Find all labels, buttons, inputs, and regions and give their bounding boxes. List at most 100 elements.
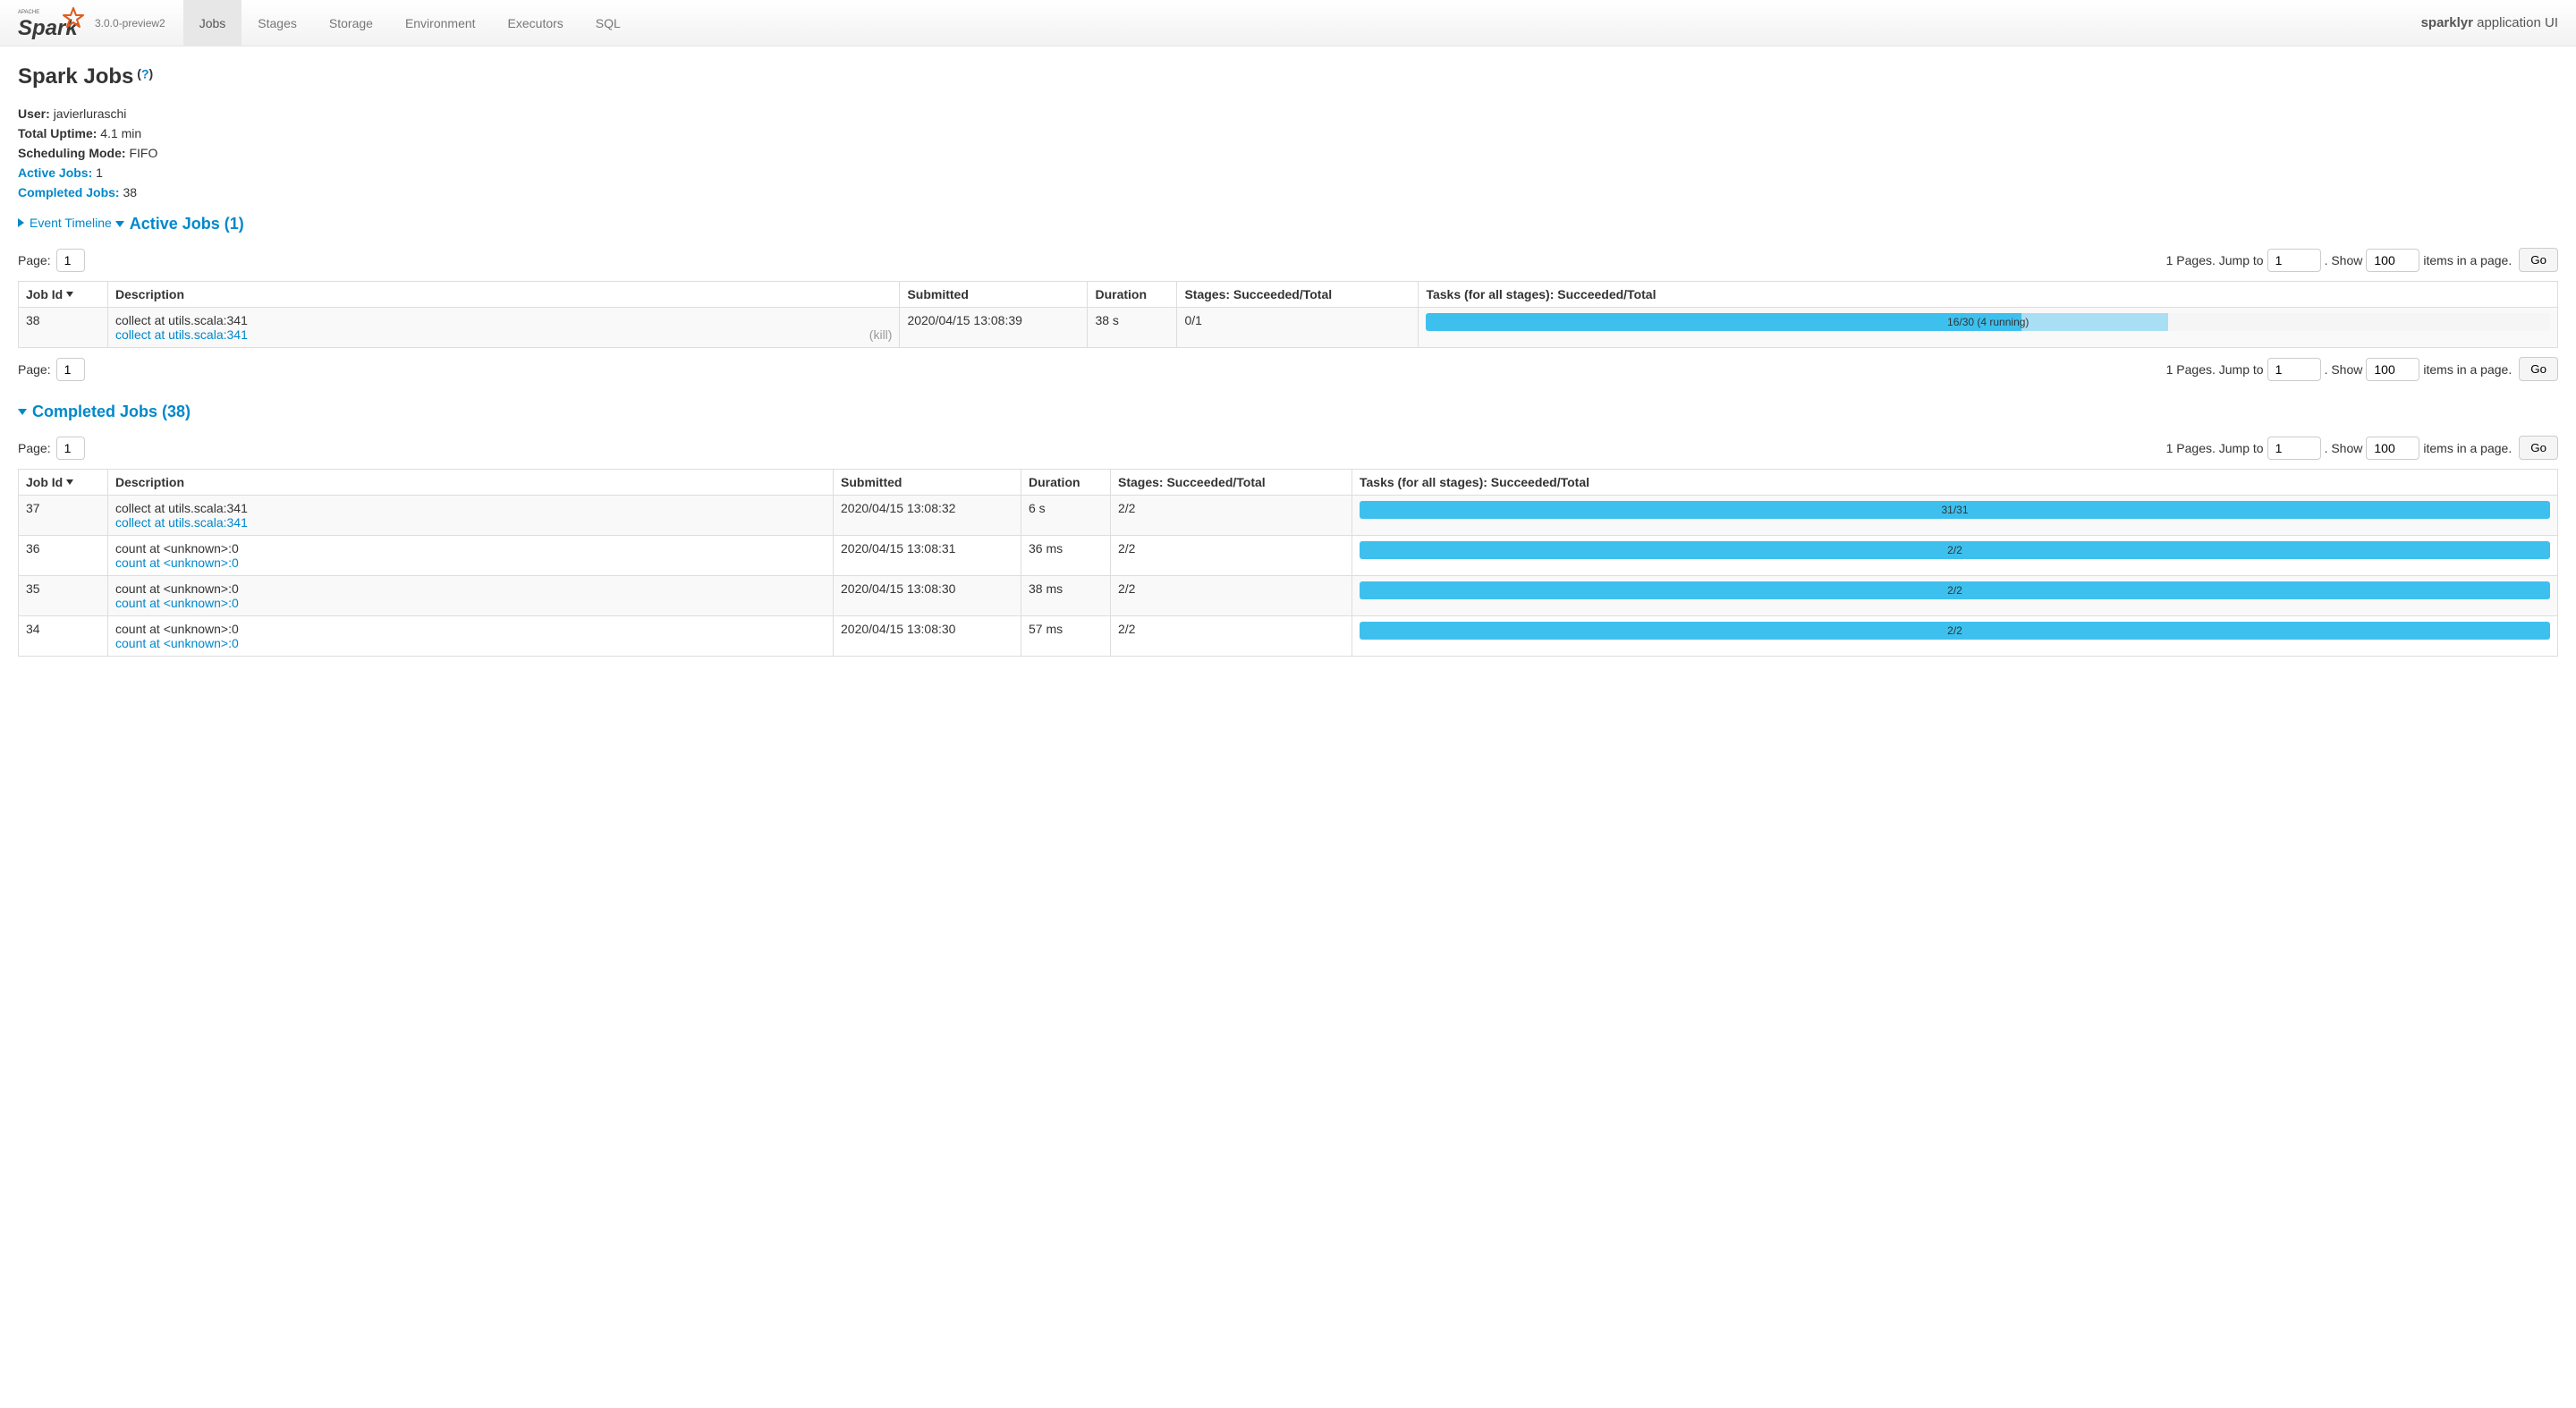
spark-brand[interactable]: APACHE Spark 3.0.0-preview2 (18, 6, 165, 40)
job-link[interactable]: count at <unknown>:0 (115, 596, 239, 610)
nav-tab-stages[interactable]: Stages (242, 0, 313, 46)
nav-tabs: JobsStagesStorageEnvironmentExecutorsSQL (183, 0, 637, 46)
summary-user: User: javierluraschi (18, 104, 2558, 123)
nav-tab-storage[interactable]: Storage (313, 0, 389, 46)
summary-scheduling: Scheduling Mode: FIFO (18, 143, 2558, 163)
main-content: Spark Jobs ? User: javierluraschi Total … (0, 47, 2576, 674)
help-icon[interactable]: ? (137, 66, 153, 81)
page-title: Spark Jobs (18, 64, 133, 89)
col-description[interactable]: Description (108, 470, 834, 496)
nav-tab-executors[interactable]: Executors (492, 0, 580, 46)
table-row: 35count at <unknown>:0count at <unknown>… (19, 576, 2558, 616)
cell-tasks: 2/2 (1352, 616, 2558, 657)
jump-input[interactable] (2267, 358, 2321, 381)
cell-description: collect at utils.scala:341collect at uti… (108, 308, 900, 348)
table-row: 34count at <unknown>:0count at <unknown>… (19, 616, 2558, 657)
spark-version: 3.0.0-preview2 (95, 17, 165, 30)
col-stages[interactable]: Stages: Succeeded/Total (1177, 282, 1419, 308)
cell-stages: 2/2 (1111, 496, 1352, 536)
go-button[interactable]: Go (2519, 436, 2558, 460)
col-stages[interactable]: Stages: Succeeded/Total (1111, 470, 1352, 496)
cell-jobid: 34 (19, 616, 108, 657)
completed-jobs-tbody: 37collect at utils.scala:341collect at u… (19, 496, 2558, 657)
cell-submitted: 2020/04/15 13:08:32 (834, 496, 1021, 536)
col-jobid[interactable]: Job Id (19, 470, 108, 496)
progress-bar: 2/2 (1360, 622, 2550, 640)
navbar: APACHE Spark 3.0.0-preview2 JobsStagesSt… (0, 0, 2576, 47)
cell-duration: 6 s (1021, 496, 1111, 536)
completed-jobs-toggle[interactable]: Completed Jobs (38) (18, 403, 191, 421)
go-button[interactable]: Go (2519, 357, 2558, 381)
cell-jobid: 38 (19, 308, 108, 348)
cell-tasks: 16/30 (4 running) (1419, 308, 2558, 348)
cell-description: count at <unknown>:0count at <unknown>:0 (108, 536, 834, 576)
show-input[interactable] (2366, 249, 2419, 272)
nav-tab-environment[interactable]: Environment (389, 0, 492, 46)
progress-bar: 2/2 (1360, 581, 2550, 599)
jump-input[interactable] (2267, 249, 2321, 272)
cell-submitted: 2020/04/15 13:08:31 (834, 536, 1021, 576)
cell-submitted: 2020/04/15 13:08:30 (834, 616, 1021, 657)
active-jobs-table: Job Id Description Submitted Duration St… (18, 281, 2558, 348)
col-description[interactable]: Description (108, 282, 900, 308)
cell-submitted: 2020/04/15 13:08:39 (900, 308, 1088, 348)
job-summary-list: User: javierluraschi Total Uptime: 4.1 m… (18, 104, 2558, 202)
cell-jobid: 37 (19, 496, 108, 536)
cell-description: collect at utils.scala:341collect at uti… (108, 496, 834, 536)
cell-tasks: 31/31 (1352, 496, 2558, 536)
table-row: 37collect at utils.scala:341collect at u… (19, 496, 2558, 536)
col-duration[interactable]: Duration (1088, 282, 1177, 308)
col-submitted[interactable]: Submitted (900, 282, 1088, 308)
job-link[interactable]: collect at utils.scala:341 (115, 515, 248, 530)
arrow-down-icon (115, 221, 124, 227)
cell-jobid: 36 (19, 536, 108, 576)
progress-bar: 31/31 (1360, 501, 2550, 519)
col-submitted[interactable]: Submitted (834, 470, 1021, 496)
pagination-active-bottom: Page: 1 Pages. Jump to . Show items in a… (18, 357, 2558, 381)
svg-text:APACHE: APACHE (18, 10, 39, 15)
cell-description: count at <unknown>:0count at <unknown>:0 (108, 616, 834, 657)
col-tasks[interactable]: Tasks (for all stages): Succeeded/Total (1419, 282, 2558, 308)
summary-uptime: Total Uptime: 4.1 min (18, 123, 2558, 143)
table-row: 36count at <unknown>:0count at <unknown>… (19, 536, 2558, 576)
event-timeline-toggle[interactable]: Event Timeline (18, 216, 112, 230)
cell-stages: 0/1 (1177, 308, 1419, 348)
sort-arrow-icon (66, 479, 73, 485)
table-row: 38collect at utils.scala:341collect at u… (19, 308, 2558, 348)
app-name: sparklyr application UI (2421, 15, 2558, 30)
show-input[interactable] (2366, 358, 2419, 381)
active-jobs-tbody: 38collect at utils.scala:341collect at u… (19, 308, 2558, 348)
arrow-right-icon (18, 218, 24, 227)
show-input[interactable] (2366, 437, 2419, 460)
summary-active: Active Jobs: 1 (18, 163, 2558, 182)
cell-jobid: 35 (19, 576, 108, 616)
page-input[interactable] (56, 249, 85, 272)
nav-tab-jobs[interactable]: Jobs (183, 0, 242, 46)
completed-jobs-table: Job Id Description Submitted Duration St… (18, 469, 2558, 657)
col-jobid[interactable]: Job Id (19, 282, 108, 308)
kill-link[interactable]: (kill) (869, 327, 893, 342)
cell-duration: 57 ms (1021, 616, 1111, 657)
col-duration[interactable]: Duration (1021, 470, 1111, 496)
cell-duration: 38 s (1088, 308, 1177, 348)
sort-arrow-icon (66, 292, 73, 297)
cell-submitted: 2020/04/15 13:08:30 (834, 576, 1021, 616)
summary-completed: Completed Jobs: 38 (18, 182, 2558, 202)
job-link[interactable]: count at <unknown>:0 (115, 556, 239, 570)
pagination-active-top: Page: 1 Pages. Jump to . Show items in a… (18, 248, 2558, 272)
go-button[interactable]: Go (2519, 248, 2558, 272)
job-link[interactable]: collect at utils.scala:341 (115, 327, 248, 342)
page-input[interactable] (56, 358, 85, 381)
cell-tasks: 2/2 (1352, 576, 2558, 616)
active-jobs-toggle[interactable]: Active Jobs (1) (115, 215, 244, 233)
cell-stages: 2/2 (1111, 616, 1352, 657)
cell-tasks: 2/2 (1352, 536, 2558, 576)
col-tasks[interactable]: Tasks (for all stages): Succeeded/Total (1352, 470, 2558, 496)
cell-description: count at <unknown>:0count at <unknown>:0 (108, 576, 834, 616)
jump-input[interactable] (2267, 437, 2321, 460)
page-input[interactable] (56, 437, 85, 460)
cell-duration: 38 ms (1021, 576, 1111, 616)
nav-tab-sql[interactable]: SQL (580, 0, 637, 46)
job-link[interactable]: count at <unknown>:0 (115, 636, 239, 650)
progress-bar: 16/30 (4 running) (1426, 313, 2550, 331)
